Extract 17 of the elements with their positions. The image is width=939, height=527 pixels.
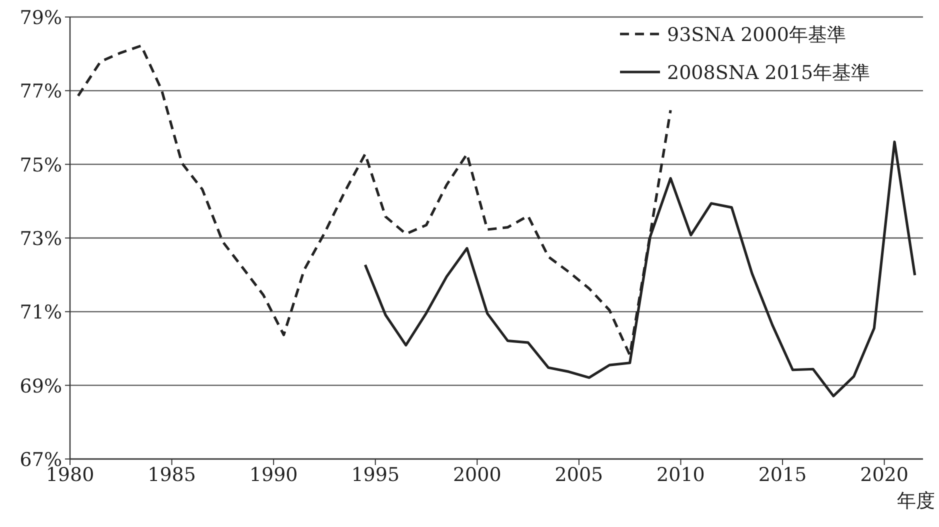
x-tick-label: 2015 [758,464,807,486]
y-tick-label: 69% [20,375,62,398]
x-tick-label: 1995 [351,464,400,486]
y-tick-label: 79% [20,7,62,29]
x-tick-label: 2010 [656,464,705,486]
y-tick-label: 71% [20,302,62,324]
y-tick-label: 77% [20,80,62,103]
x-tick-label: 2000 [452,464,502,486]
y-tick-label: 75% [20,154,62,176]
x-axis-title: 年度 [897,490,935,512]
legend-label: 93SNA 2000年基準 [667,24,846,46]
x-tick-label: 1990 [249,464,298,486]
x-tick-label: 2020 [860,464,908,486]
legend-label: 2008SNA 2015年基準 [667,62,870,84]
x-tick-label: 2005 [554,464,604,486]
y-tick-label: 73% [20,228,62,250]
x-tick-label: 1985 [148,464,196,486]
